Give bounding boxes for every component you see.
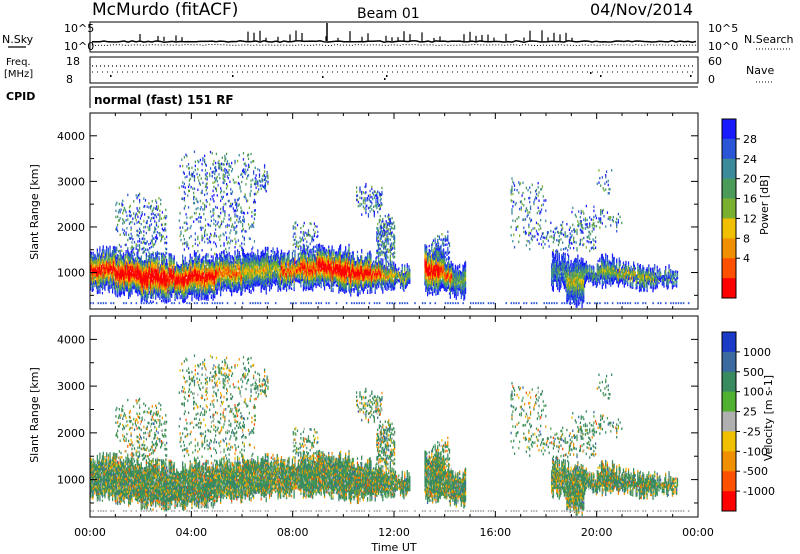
freq-tick-bottom: 8 [66,73,73,86]
xtick-label: 16:00 [479,526,511,539]
colorbar-swatch [722,491,736,512]
ytick-label: 3000 [57,380,85,393]
colorbar-swatch [722,411,736,432]
nsky-tick-top: 10^5 [64,22,94,35]
beam-label: Beam 01 [357,6,420,22]
colorbar-tick: 24 [743,153,757,166]
cpid-label: CPID [6,90,35,103]
colorbar-swatch [722,351,736,373]
date-label: 04/Nov/2014 [590,0,693,19]
colorbar-swatch [722,278,736,299]
colorbar-tick: 1000 [743,346,771,359]
colorbar-swatch [722,138,736,160]
colorbar-tick: 28 [743,133,757,146]
power-panel: 4000 3000 2000 1000 [57,112,699,310]
ytick-label: 2000 [57,427,85,440]
nave-tick-bottom: 0 [708,73,715,86]
colorbar-tick: 8 [743,232,750,245]
colorbar-tick: 20 [743,173,757,186]
ytick-label: 4000 [57,130,85,143]
colorbar-tick: 100 [743,386,764,399]
colorbar-swatch [722,451,736,472]
colorbar-swatch [722,178,736,199]
cpid-value: normal (fast) 151 RF [94,93,234,107]
colorbar-tick: 16 [743,193,757,206]
xtick-label: 12:00 [378,526,410,539]
xtick-label: 00:00 [682,526,714,539]
nave-tick-top: 60 [708,55,722,68]
cpid-panel [89,86,698,108]
power-ylabel: Slant Range [km] [28,164,41,260]
colorbar-swatch [722,371,736,392]
colorbar-tick: -1000 [743,485,775,498]
velocity-colorbar: 1000 500 100 25 -25 -100 -500 -1000 [721,331,775,512]
velocity-panel: 4000 3000 2000 1000 [57,315,699,518]
ytick-label: 1000 [57,267,85,280]
colorbar-swatch [722,332,736,353]
colorbar-swatch [722,471,736,492]
freq-panel [89,56,699,84]
colorbar-tick: -25 [743,425,761,438]
nsky-panel [89,21,699,53]
colorbar-tick: 500 [743,366,764,379]
velocity-ylabel: Slant Range [km] [28,367,41,463]
xlabel: Time UT [370,541,416,554]
colorbar-tick: -100 [743,445,768,458]
xtick-label: 04:00 [175,526,207,539]
colorbar-swatch [722,431,736,452]
ytick-label: 4000 [57,333,85,346]
colorbar-swatch [722,258,736,279]
xtick-label: 00:00 [74,526,106,539]
xtick-label: 20:00 [581,526,613,539]
nsky-label: N.Sky [2,33,34,46]
nsearch-label: N.Search [744,33,794,46]
velocity-colorbar-label: Velocity [m s-1] [762,375,775,461]
ytick-label: 3000 [57,175,85,188]
power-colorbar-label: Power [dB] [758,175,771,235]
colorbar-swatch [722,119,736,140]
colorbar-swatch [722,158,736,179]
power-colorbar: 28 24 20 16 12 8 4 [721,118,757,299]
nsky-tick-bottom: 10^0 [64,40,94,53]
colorbar-swatch [722,218,736,239]
radar-title: McMurdo (fitACF) [92,0,238,20]
freq-unit: [MHz] [4,69,33,80]
freq-tick-top: 18 [66,55,80,68]
colorbar-swatch [722,391,736,412]
colorbar-swatch [722,198,736,219]
xtick-label: 08:00 [277,526,309,539]
nave-label: Nave [746,64,774,77]
time-axis: 00:00 04:00 08:00 12:00 16:00 20:00 00:00 [74,113,714,539]
nsearch-tick-top: 10^5 [708,22,738,35]
freq-label: Freq. [6,57,31,68]
colorbar-swatch [722,238,736,259]
colorbar-tick: 4 [743,252,750,265]
colorbar-tick: -500 [743,465,768,478]
colorbar-tick: 25 [743,406,757,419]
ytick-label: 2000 [57,221,85,234]
nsearch-tick-bottom: 10^0 [708,40,738,53]
ytick-label: 1000 [57,474,85,487]
colorbar-tick: 12 [743,212,757,225]
